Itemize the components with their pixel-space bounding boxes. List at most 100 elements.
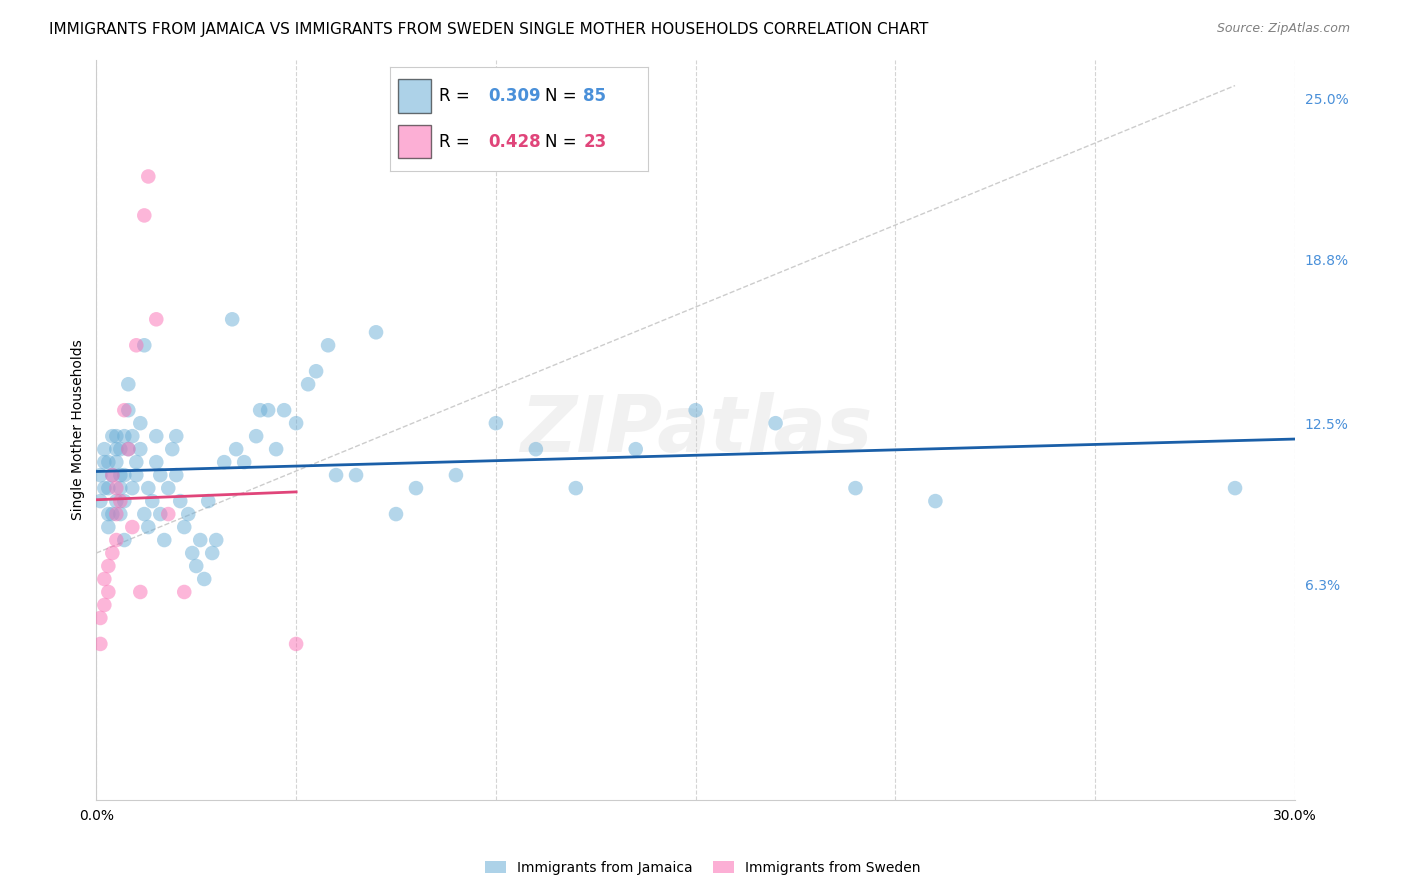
Point	[89, 468, 111, 483]
Point	[149, 507, 172, 521]
Point	[844, 481, 866, 495]
Point	[101, 468, 124, 483]
Point	[97, 559, 120, 574]
Point	[273, 403, 295, 417]
Point	[264, 442, 287, 457]
Point	[165, 429, 187, 443]
Point	[141, 494, 163, 508]
Point	[405, 481, 427, 495]
Point	[165, 468, 187, 483]
Point	[112, 429, 135, 443]
Point	[145, 312, 167, 326]
Point	[225, 442, 247, 457]
Point	[177, 507, 200, 521]
Point	[117, 442, 139, 457]
Point	[193, 572, 215, 586]
Point	[97, 481, 120, 495]
Point	[325, 468, 347, 483]
Y-axis label: Single Mother Households: Single Mother Households	[72, 339, 86, 520]
Point	[136, 481, 159, 495]
Point	[125, 468, 148, 483]
Point	[105, 429, 128, 443]
Point	[221, 312, 243, 326]
Point	[89, 611, 111, 625]
Point	[89, 637, 111, 651]
Point	[112, 494, 135, 508]
Point	[145, 429, 167, 443]
Point	[297, 377, 319, 392]
Point	[444, 468, 467, 483]
Point	[344, 468, 367, 483]
Point	[121, 481, 143, 495]
Point	[110, 494, 132, 508]
Point	[364, 326, 387, 340]
Point	[685, 403, 707, 417]
Point	[145, 455, 167, 469]
Point	[129, 416, 152, 430]
Point	[1223, 481, 1246, 495]
Point	[117, 442, 139, 457]
Point	[169, 494, 191, 508]
Point	[162, 442, 184, 457]
Point	[257, 403, 280, 417]
Point	[624, 442, 647, 457]
Point	[112, 468, 135, 483]
Point	[134, 507, 156, 521]
Point	[201, 546, 224, 560]
Point	[105, 507, 128, 521]
Point	[157, 481, 180, 495]
Point	[245, 429, 267, 443]
Point	[205, 533, 228, 547]
Point	[181, 546, 204, 560]
Point	[233, 455, 256, 469]
Point	[101, 546, 124, 560]
Point	[924, 494, 946, 508]
Point	[101, 429, 124, 443]
Point	[129, 585, 152, 599]
Point	[129, 442, 152, 457]
Point	[112, 403, 135, 417]
Point	[121, 429, 143, 443]
Point	[97, 455, 120, 469]
Point	[305, 364, 328, 378]
Point	[524, 442, 547, 457]
Point	[110, 481, 132, 495]
Point	[134, 338, 156, 352]
Point	[105, 494, 128, 508]
Point	[125, 455, 148, 469]
Point	[112, 533, 135, 547]
Point	[110, 468, 132, 483]
Point	[97, 507, 120, 521]
Point	[97, 585, 120, 599]
Point	[316, 338, 339, 352]
Point	[105, 442, 128, 457]
Text: Source: ZipAtlas.com: Source: ZipAtlas.com	[1216, 22, 1350, 36]
Point	[93, 598, 115, 612]
Point	[89, 494, 111, 508]
Point	[93, 442, 115, 457]
Point	[485, 416, 508, 430]
Point	[121, 520, 143, 534]
Point	[285, 416, 308, 430]
Point	[97, 520, 120, 534]
Point	[101, 507, 124, 521]
Point	[93, 455, 115, 469]
Point	[249, 403, 271, 417]
Point	[93, 572, 115, 586]
Point	[385, 507, 408, 521]
Point	[157, 507, 180, 521]
Point	[212, 455, 235, 469]
Point	[136, 520, 159, 534]
Point	[110, 507, 132, 521]
Point	[105, 455, 128, 469]
Point	[173, 585, 195, 599]
Point	[285, 637, 308, 651]
Point	[134, 209, 156, 223]
Point	[117, 403, 139, 417]
Point	[153, 533, 176, 547]
Text: IMMIGRANTS FROM JAMAICA VS IMMIGRANTS FROM SWEDEN SINGLE MOTHER HOUSEHOLDS CORRE: IMMIGRANTS FROM JAMAICA VS IMMIGRANTS FR…	[49, 22, 928, 37]
Point	[105, 533, 128, 547]
Point	[765, 416, 787, 430]
Point	[136, 169, 159, 184]
Point	[101, 468, 124, 483]
